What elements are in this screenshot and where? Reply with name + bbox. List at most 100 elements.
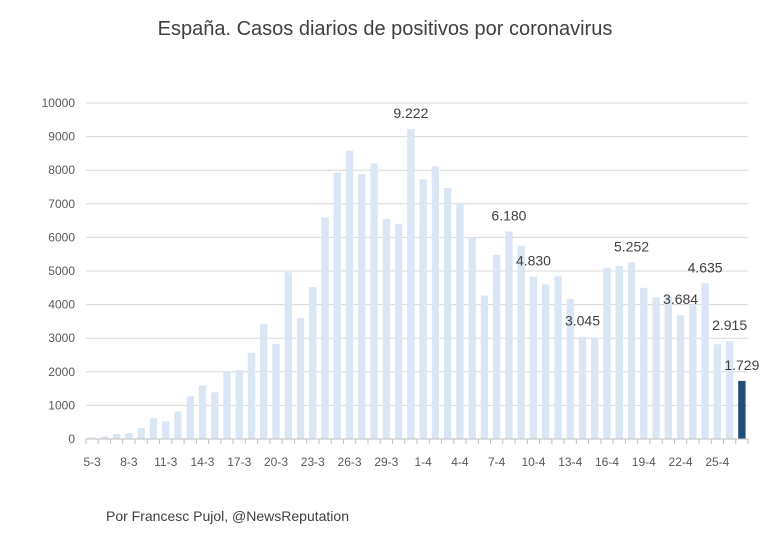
y-axis-ticks: 0 1000 2000 3000 4000 5000 6000 7000 8000 9000 100… xyxy=(42,96,76,446)
data-label: 5.252 xyxy=(614,239,649,255)
bar-24-3 xyxy=(321,217,329,439)
bar-4-4 xyxy=(456,202,464,439)
bar-6-4 xyxy=(480,295,489,439)
x-tick-label: 26-3 xyxy=(338,455,362,469)
x-tick-label: 17-3 xyxy=(227,455,251,469)
bar-21-3 xyxy=(284,272,292,439)
x-tick-label: 11-3 xyxy=(154,455,177,469)
bars xyxy=(88,129,746,440)
bar-15-3 xyxy=(211,392,219,439)
bar-5-3 xyxy=(88,437,96,439)
bar-17-3 xyxy=(235,370,243,439)
bar-23-3 xyxy=(309,287,317,439)
bar-25-4 xyxy=(713,344,722,439)
bar-2-4 xyxy=(431,166,440,439)
bar-3-4 xyxy=(443,188,452,439)
bar-26-3 xyxy=(345,150,354,439)
bar-22-3 xyxy=(296,318,305,439)
bar-15-4 xyxy=(591,337,599,439)
x-tick-label: 29-3 xyxy=(374,455,398,469)
x-tick-label: 4-4 xyxy=(451,455,469,469)
bar-19-4 xyxy=(640,287,648,439)
bar-9-4 xyxy=(517,245,525,439)
bar-13-3 xyxy=(186,396,194,439)
bar-20-3 xyxy=(272,343,280,439)
bar-8-3 xyxy=(125,433,133,439)
data-label: 9.222 xyxy=(393,105,428,121)
data-labels: 9.222 6.180 4.830 3.045 5.252 3.684 4.635 2.915… xyxy=(393,105,759,373)
bar-12-3 xyxy=(174,411,182,439)
bar-22-4 xyxy=(676,315,685,439)
bar-7-3 xyxy=(112,433,121,439)
bar-11-3 xyxy=(162,421,170,439)
x-tick-label: 16-4 xyxy=(595,455,619,469)
data-label: 4.635 xyxy=(688,259,723,275)
bar-24-4 xyxy=(701,283,709,439)
x-tick-label: 10-4 xyxy=(521,455,545,469)
bar-12-4 xyxy=(554,276,562,439)
x-tick-label: 14-3 xyxy=(190,455,214,469)
y-tick-label: 9000 xyxy=(48,130,75,144)
bar-30-3 xyxy=(394,223,403,439)
bar-31-3 xyxy=(407,129,415,439)
x-tick-label: 20-3 xyxy=(264,455,288,469)
bar-26-4 xyxy=(725,341,734,439)
bar-14-3 xyxy=(198,385,207,439)
x-tick-label: 5-3 xyxy=(83,455,101,469)
chart-title: España. Casos diarios de positivos por c… xyxy=(157,18,613,40)
x-axis-ticks: 5-3 8-3 11-3 14-3 17-3 20-3 23-3 26-3 29-3 1-4 4-4… xyxy=(83,455,729,469)
bar-1-4 xyxy=(419,179,427,439)
x-tick-label: 22-4 xyxy=(669,455,693,469)
data-label: 6.180 xyxy=(491,207,526,223)
gridlines xyxy=(86,102,748,406)
x-tick-label: 8-3 xyxy=(120,455,138,469)
bar-21-4 xyxy=(664,296,672,439)
data-label: 3.684 xyxy=(663,291,698,307)
x-tick-label: 7-4 xyxy=(488,455,506,469)
bar-14-4 xyxy=(578,336,587,439)
y-tick-label: 2000 xyxy=(48,365,75,379)
data-label: 2.915 xyxy=(712,317,747,333)
y-tick-label: 7000 xyxy=(48,197,75,211)
data-label: 3.045 xyxy=(565,313,600,329)
y-tick-label: 6000 xyxy=(48,230,75,244)
bar-18-4 xyxy=(627,262,636,439)
bar-25-3 xyxy=(333,172,341,439)
bar-13-4 xyxy=(566,298,574,439)
bar-10-3 xyxy=(149,418,158,439)
data-label: 1.729 xyxy=(724,357,759,373)
x-tick-label: 25-4 xyxy=(705,455,729,469)
bar-27-3 xyxy=(358,174,366,439)
bar-7-4 xyxy=(493,254,501,439)
x-tick-label: 1-4 xyxy=(414,455,432,469)
bar-9-3 xyxy=(137,427,145,439)
bar-10-4 xyxy=(529,276,538,439)
y-tick-label: 5000 xyxy=(48,264,75,278)
bar-27-4 xyxy=(738,380,746,439)
bar-11-4 xyxy=(542,284,550,439)
bar-28-3 xyxy=(370,163,378,440)
bar-5-4 xyxy=(468,237,476,439)
chart-footer: Por Francesc Pujol, @NewsReputation xyxy=(106,508,349,524)
bar-19-3 xyxy=(260,323,268,439)
data-label: 4.830 xyxy=(516,253,551,269)
x-tick-label: 13-4 xyxy=(558,455,582,469)
bar-8-4 xyxy=(505,231,513,439)
y-tick-label: 0 xyxy=(68,432,75,446)
y-tick-label: 8000 xyxy=(48,163,75,177)
bar-16-4 xyxy=(603,267,611,439)
bar-17-4 xyxy=(615,265,623,439)
y-tick-label: 4000 xyxy=(48,298,75,312)
y-tick-label: 10000 xyxy=(42,96,76,110)
x-axis xyxy=(85,438,749,444)
y-tick-label: 3000 xyxy=(48,331,75,345)
bar-16-3 xyxy=(223,371,231,439)
bar-6-3 xyxy=(100,436,109,439)
x-tick-label: 19-4 xyxy=(632,455,656,469)
x-tick-label: 23-3 xyxy=(301,455,325,469)
bar-20-4 xyxy=(652,297,660,439)
bar-29-3 xyxy=(382,218,391,439)
y-tick-label: 1000 xyxy=(48,398,75,412)
